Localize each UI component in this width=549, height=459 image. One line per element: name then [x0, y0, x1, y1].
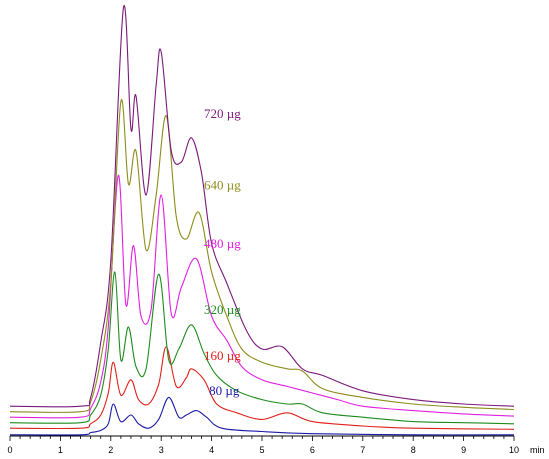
x-axis-unit-label: min: [530, 445, 545, 455]
x-tick-label: 9: [461, 445, 466, 455]
series-label-6: 80 µg: [209, 383, 240, 398]
x-tick-label: 6: [310, 445, 315, 455]
x-tick-label: 5: [259, 445, 264, 455]
x-tick-label: 2: [108, 445, 113, 455]
x-tick-label: 8: [411, 445, 416, 455]
series-line-1: [9, 396, 515, 436]
series-line-2: [9, 346, 515, 430]
series-label-2: 640 µg: [204, 178, 241, 193]
x-tick-label: 0: [7, 445, 12, 455]
series-label-4: 320 µg: [204, 302, 241, 317]
x-tick-label: 7: [360, 445, 365, 455]
series-label-5: 160 µg: [204, 348, 241, 363]
series-labels: 720 µg 640 µg 480 µg 320 µg 160 µg 80 µg: [204, 106, 241, 398]
series-layer: [9, 4, 515, 436]
x-tick-label: 3: [159, 445, 164, 455]
series-line-4: [9, 174, 515, 419]
x-axis: 0 1 2 3 4 5 6 7 8 9 10: [7, 435, 519, 455]
series-label-1: 720 µg: [204, 106, 241, 121]
x-tick-label: 10: [509, 445, 519, 455]
series-line-3: [9, 271, 515, 425]
series-label-3: 480 µg: [204, 236, 241, 251]
x-tick-label: 4: [209, 445, 214, 455]
x-tick-label: 1: [58, 445, 63, 455]
series-line-6: [9, 4, 515, 408]
series-line-5: [9, 98, 515, 413]
